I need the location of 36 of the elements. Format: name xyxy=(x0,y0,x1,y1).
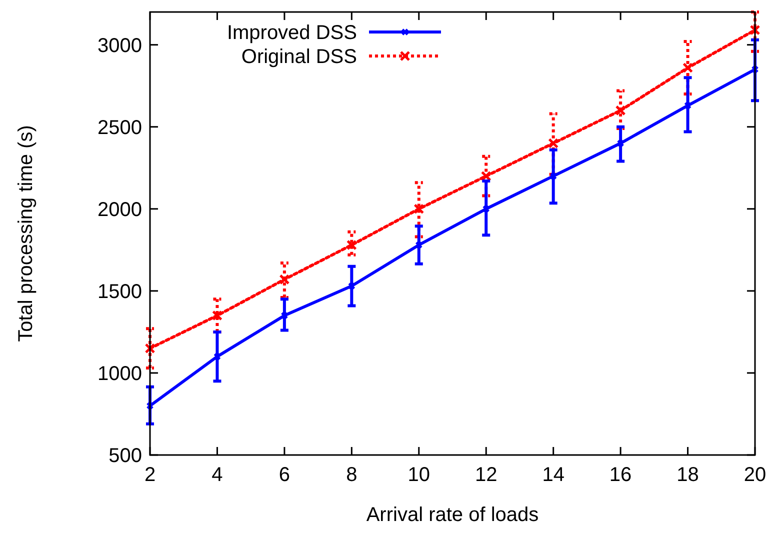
x-tick-label: 16 xyxy=(609,464,632,486)
x-tick-label: 18 xyxy=(676,464,699,486)
x-tick-label: 4 xyxy=(212,464,223,486)
point xyxy=(348,282,356,290)
point xyxy=(750,24,760,36)
point xyxy=(213,352,221,360)
point xyxy=(615,105,626,116)
y-tick-label: 3000 xyxy=(98,34,142,57)
point xyxy=(550,172,558,180)
y-tick-label: 500 xyxy=(108,445,142,467)
point xyxy=(280,312,288,320)
point xyxy=(346,240,357,250)
y-tick-label: 2000 xyxy=(98,198,142,221)
x-tick-label: 20 xyxy=(744,464,766,486)
x-axis-title: Arrival rate of loads xyxy=(366,504,539,526)
point xyxy=(616,140,624,148)
point xyxy=(684,102,692,110)
y-axis-title: Total processing time (s) xyxy=(15,125,37,342)
point xyxy=(414,204,424,214)
point xyxy=(279,274,290,285)
y-tick-label: 1000 xyxy=(98,362,142,385)
point xyxy=(548,138,559,149)
y-tick-label: 2500 xyxy=(98,116,142,139)
point xyxy=(682,62,694,74)
y-tick-label: 1500 xyxy=(98,280,142,303)
x-tick-label: 12 xyxy=(474,464,498,486)
legend-label: Original DSS xyxy=(241,46,357,68)
x-tick-label: 14 xyxy=(542,464,564,486)
legend-label: Improved DSS xyxy=(226,22,357,44)
x-tick-label: 10 xyxy=(408,464,430,486)
point xyxy=(415,241,423,249)
x-tick-label: 8 xyxy=(346,464,358,486)
point xyxy=(212,310,222,321)
x-tick-label: 2 xyxy=(144,464,156,486)
x-tick-label: 6 xyxy=(278,464,290,486)
point xyxy=(482,205,490,213)
